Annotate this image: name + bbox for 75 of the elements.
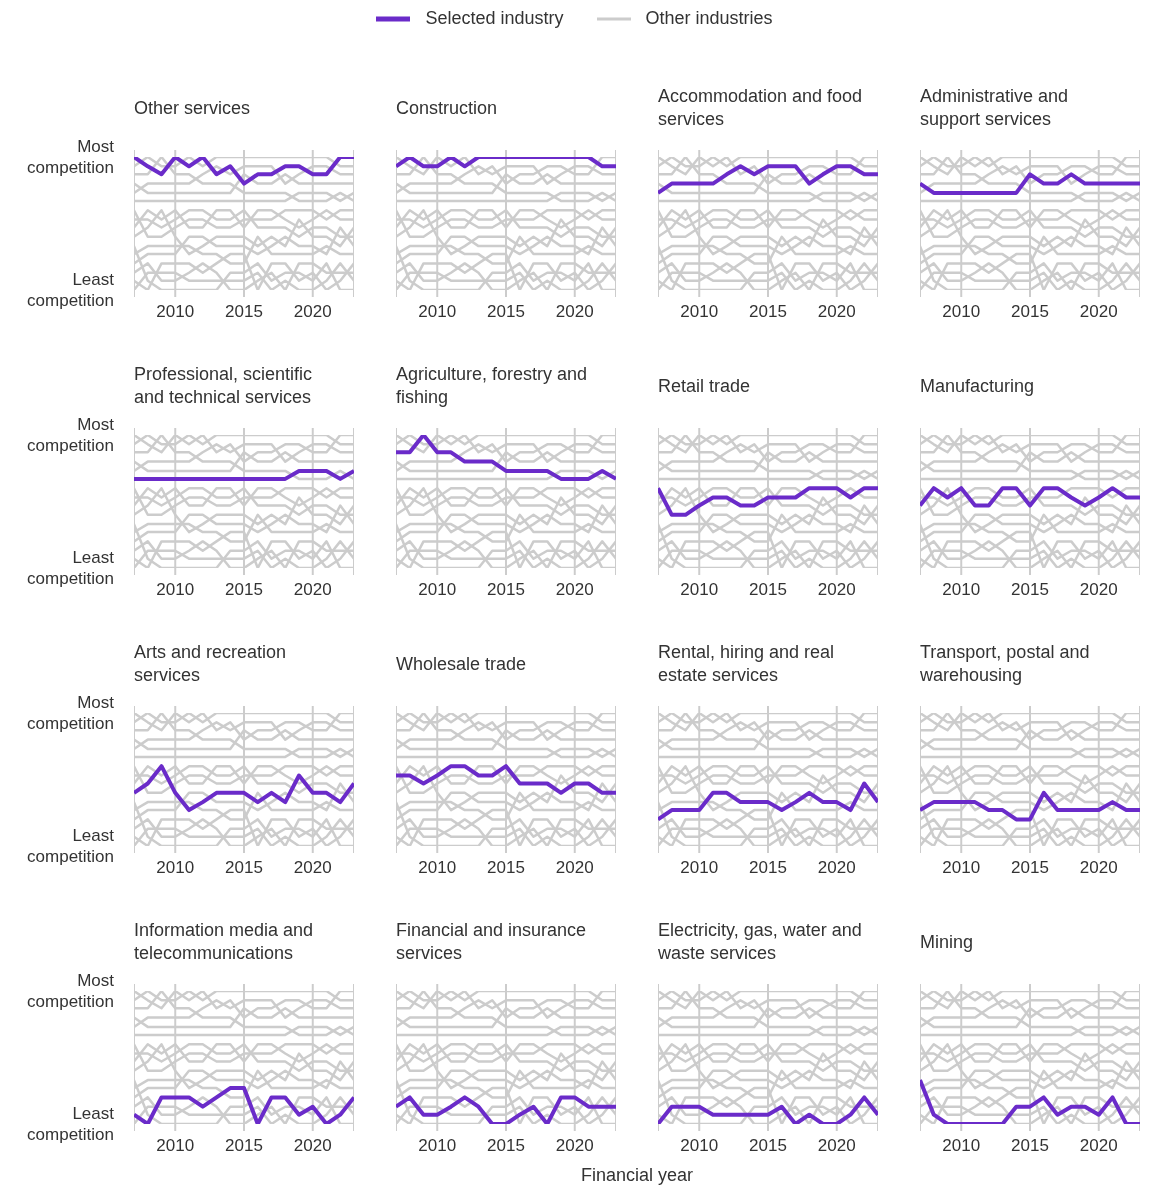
x-tick-label: 2015 — [1011, 580, 1049, 600]
legend-label: Other industries — [645, 8, 773, 29]
text: Most competition — [26, 414, 114, 457]
x-tick-label: 2020 — [817, 302, 856, 322]
x-tick-label: 2015 — [487, 858, 525, 878]
text: Least competition — [26, 1103, 114, 1146]
x-tick-label: 2020 — [293, 1136, 332, 1156]
chart-title: Wholesale trade — [396, 652, 528, 676]
chart-title: Manufacturing — [920, 374, 1036, 398]
x-tick-label: 2010 — [156, 858, 195, 878]
x-tick-label: 2020 — [817, 858, 856, 878]
x-tick-label: 2015 — [225, 580, 263, 600]
x-tick-label: 2015 — [225, 302, 263, 322]
chart-title: Other services — [134, 96, 252, 120]
chart-title: Information media and telecommunications — [134, 919, 315, 965]
x-tick-label: 2015 — [225, 1136, 263, 1156]
x-tick-label: 2015 — [749, 1136, 787, 1156]
x-tick-label: 2020 — [1079, 1136, 1118, 1156]
x-tick-label: 2010 — [418, 302, 457, 322]
x-tick-label: 2010 — [156, 1136, 195, 1156]
x-tick-label: 2020 — [555, 302, 594, 322]
chart-title: Professional, scientific and technical services — [134, 363, 314, 409]
text: Most competition — [26, 136, 114, 179]
x-tick-label: 2015 — [487, 302, 525, 322]
chart-title: Rental, hiring and real estate services — [658, 641, 836, 687]
x-tick-label: 2020 — [1079, 302, 1118, 322]
x-tick-label: 2010 — [942, 580, 981, 600]
x-tick-label: 2010 — [942, 1136, 981, 1156]
chart-title: Agriculture, forestry and fishing — [396, 363, 589, 409]
chart-title: Electricity, gas, water and waste services — [658, 919, 863, 965]
x-tick-label: 2010 — [680, 580, 719, 600]
chart-title: Transport, postal and warehousing — [920, 641, 1091, 687]
x-tick-label: 2020 — [817, 1136, 856, 1156]
chart-title: Retail trade — [658, 374, 752, 398]
legend-label: Selected industry — [425, 8, 564, 29]
x-tick-label: 2010 — [418, 858, 457, 878]
x-tick-label: 2015 — [749, 858, 787, 878]
x-tick-label: 2010 — [418, 1136, 457, 1156]
x-tick-label: 2010 — [418, 580, 457, 600]
x-tick-label: 2010 — [942, 302, 981, 322]
chart-title: Financial and insurance services — [396, 919, 588, 965]
x-tick-label: 2010 — [680, 858, 719, 878]
x-tick-label: 2015 — [225, 858, 263, 878]
x-tick-label: 2015 — [1011, 858, 1049, 878]
x-tick-label: 2020 — [1079, 580, 1118, 600]
x-tick-label: 2020 — [817, 580, 856, 600]
x-tick-label: 2015 — [487, 580, 525, 600]
text: Most competition — [26, 970, 114, 1013]
x-tick-label: 2020 — [555, 858, 594, 878]
x-tick-label: 2015 — [749, 302, 787, 322]
text: Most competition — [26, 692, 114, 735]
x-tick-label: 2015 — [487, 1136, 525, 1156]
x-tick-label: 2010 — [156, 302, 195, 322]
x-tick-label: 2010 — [156, 580, 195, 600]
chart-title: Mining — [920, 930, 975, 954]
x-tick-label: 2020 — [555, 1136, 594, 1156]
x-tick-label: 2020 — [293, 302, 332, 322]
x-tick-label: 2020 — [293, 580, 332, 600]
x-tick-label: 2010 — [680, 1136, 719, 1156]
x-tick-label: 2010 — [680, 302, 719, 322]
x-axis-title: Financial year — [579, 1165, 695, 1186]
text: Least competition — [26, 547, 114, 590]
x-tick-label: 2020 — [293, 858, 332, 878]
chart-title: Construction — [396, 96, 499, 120]
x-tick-label: 2020 — [1079, 858, 1118, 878]
x-tick-label: 2015 — [1011, 1136, 1049, 1156]
chart-title: Administrative and support services — [920, 85, 1070, 131]
x-tick-label: 2015 — [749, 580, 787, 600]
text: Least competition — [26, 825, 114, 868]
x-tick-label: 2015 — [1011, 302, 1049, 322]
text: Least competition — [26, 269, 114, 312]
chart-title: Arts and recreation services — [134, 641, 288, 687]
x-tick-label: 2010 — [942, 858, 981, 878]
chart-title: Accommodation and food services — [658, 85, 863, 131]
x-tick-label: 2020 — [555, 580, 594, 600]
